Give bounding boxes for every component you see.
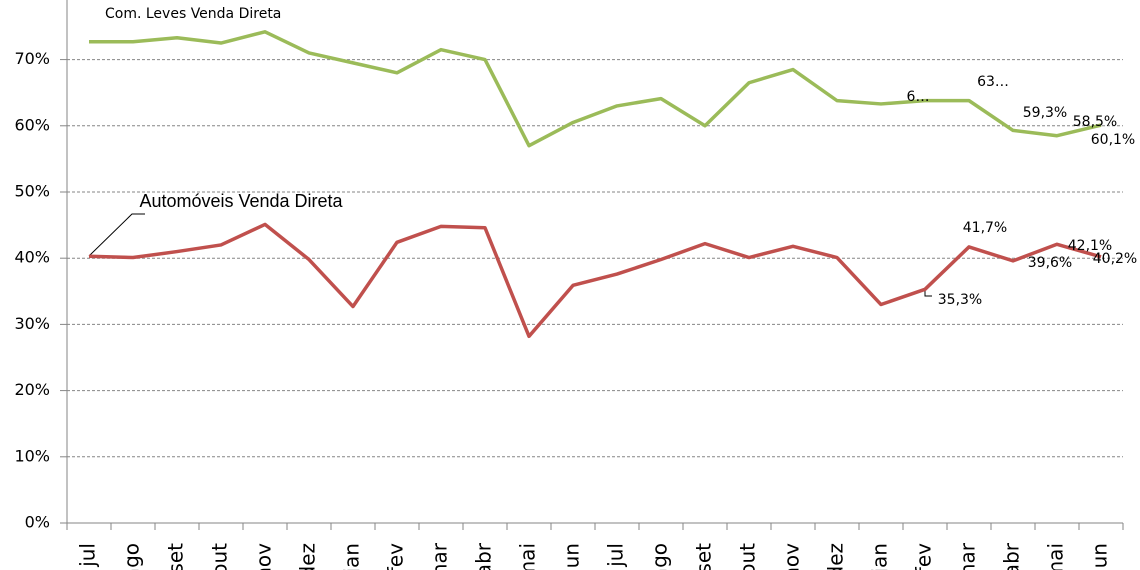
y-tick-label: 20% [14,380,50,399]
x-tick-label: jan [868,543,892,570]
data-label: 58,5% [1073,114,1117,130]
series-label: Automóveis Venda Direta [139,191,343,211]
data-label: 42,1% [1068,238,1112,254]
data-label: 60,1% [1091,132,1135,148]
leader-line [88,213,145,257]
series-line [89,30,1102,148]
y-tick-label: 30% [14,314,50,333]
x-tick-label: out [208,543,232,570]
y-tick-label: 40% [14,248,50,267]
x-tick-label: ago [648,543,672,570]
y-tick-label: 60% [14,115,50,134]
y-tick-label: 50% [14,181,50,200]
x-tick-label: jun [560,543,584,570]
y-tick-label: 70% [14,49,50,68]
x-tick-label: abr [472,542,496,570]
y-tick-label: 0% [25,513,50,532]
series-label: Com. Leves Venda Direta [105,6,281,22]
x-tick-label: jul [76,543,100,568]
x-tick-label: nov [252,543,276,570]
x-tick-label: dez [824,543,848,570]
series-line [88,222,1102,339]
x-tick-label: out [736,543,760,570]
data-label: 41,7% [963,220,1007,236]
x-tick-label: ago [120,543,144,570]
y-tick-label: 10% [14,446,50,465]
x-tick-label: dez [296,543,320,570]
x-tick-label: mar [956,542,980,570]
data-label: 40,2% [1093,251,1137,267]
data-label: 39,6% [1028,255,1072,271]
x-tick-label: jul [604,543,628,568]
x-tick-label: mar [428,542,452,570]
data-label: 59,3% [1023,105,1067,121]
data-label: 6… [907,89,930,105]
x-tick-label: mai [1044,543,1068,570]
x-tick-label: nov [780,543,804,570]
x-tick-label: jan [340,543,364,570]
x-tick-label: set [164,543,188,570]
data-label: 63… [977,74,1009,90]
data-label: 35,3% [938,292,982,308]
x-tick-label: fev [912,543,936,570]
x-tick-label: fev [384,543,408,570]
leader-line [924,291,932,297]
x-tick-label: jun [1088,543,1112,570]
x-tick-label: mai [516,543,540,570]
x-tick-label: set [692,543,716,570]
x-tick-label: abr [1000,542,1024,570]
